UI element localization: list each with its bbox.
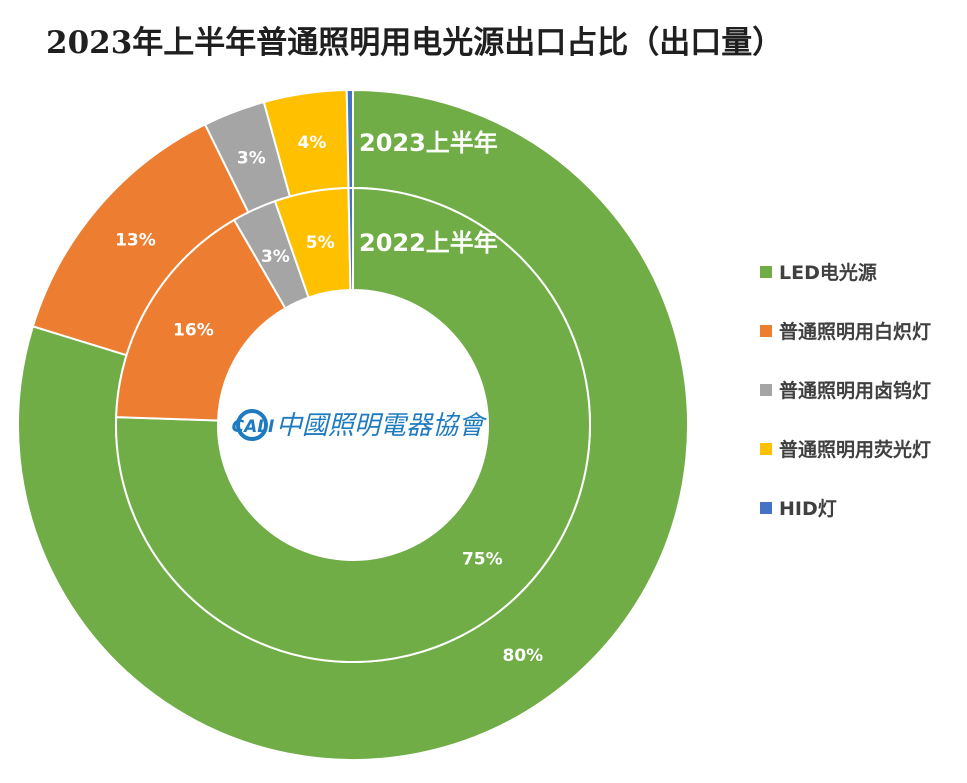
- inner-ring-slice-4: [347, 186, 354, 292]
- outer-ring-label-1: 13%: [115, 230, 156, 250]
- legend-label-1: 普通照明用白炽灯: [779, 320, 931, 343]
- outer-ring-slice-4: [345, 88, 354, 190]
- legend-label-0: LED电光源: [779, 261, 877, 284]
- legend-swatch-0: [760, 266, 772, 278]
- outer-ring-label-0: 80%: [502, 646, 543, 666]
- legend-swatch-1: [760, 325, 772, 337]
- legend-swatch-2: [760, 384, 772, 396]
- inner-ring-series-name: 2022上半年: [359, 229, 498, 257]
- chart-title: 2023年上半年普通照明用电光源出口占比（出口量）: [46, 25, 784, 61]
- cali-logo-icon: CALI 中國照明電器協會: [232, 409, 488, 441]
- legend-label-2: 普通照明用卤钨灯: [779, 379, 931, 402]
- legend-label-4: HID灯: [779, 498, 837, 520]
- cali-logo-mark: CALI: [232, 417, 275, 437]
- outer-ring-label-2: 3%: [237, 149, 266, 169]
- inner-ring-label-0: 75%: [462, 550, 503, 570]
- legend-swatch-3: [760, 443, 772, 455]
- cali-logo-name: 中國照明電器協會: [276, 411, 488, 441]
- outer-ring-series-name: 2023上半年: [359, 129, 498, 157]
- inner-ring-label-2: 3%: [261, 247, 290, 267]
- outer-ring-label-3: 4%: [297, 133, 326, 153]
- legend-swatch-4: [760, 502, 772, 514]
- legend-label-3: 普通照明用荧光灯: [779, 438, 931, 461]
- inner-ring-label-3: 5%: [306, 233, 335, 253]
- inner-ring-label-1: 16%: [173, 320, 214, 340]
- inner-ring-slice-0: [115, 186, 591, 663]
